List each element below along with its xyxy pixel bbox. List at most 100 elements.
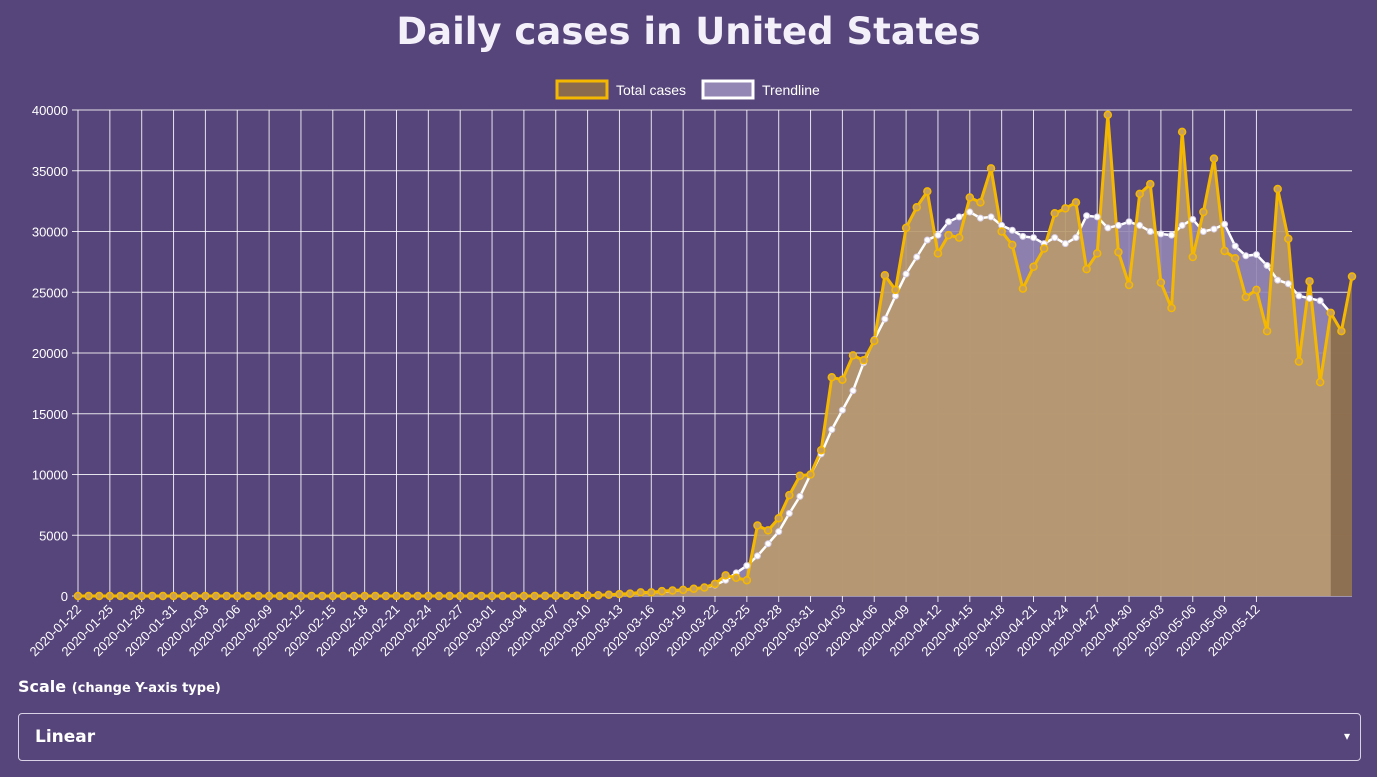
total-cases-point [1220,246,1229,256]
total-cases-point [1029,262,1038,271]
total-cases-point [445,591,454,601]
trendline-point [796,492,804,500]
legend-trendline-swatch [701,79,755,100]
total-cases-point [912,202,921,212]
total-cases-point [763,526,773,535]
total-cases-point [328,591,338,601]
total-cases-point [710,579,720,589]
total-cases-point [540,591,550,601]
scale-hint: (change Y-axis type) [71,681,221,696]
total-cases-point [1294,357,1304,366]
total-cases-point [1135,189,1144,199]
total-cases-point [583,591,592,600]
trendline-point [838,406,846,414]
total-cases-point [498,591,507,601]
trendline-point [1242,252,1250,260]
y-tick-label: 10000 [32,468,68,483]
total-cases-point [466,591,476,601]
trendline-point [775,528,783,536]
total-cases-point [477,591,486,601]
trendline-point [1221,220,1229,228]
trendline-point [1146,228,1154,235]
trendline-point [1072,234,1080,242]
trendline-point [1093,213,1101,221]
total-cases-tail-area [1330,276,1352,596]
total-cases-point [360,591,369,601]
total-cases-point [870,336,879,346]
legend-trendline-label: Trendline [762,82,820,98]
total-cases-point [169,591,178,601]
trendline-point [1306,294,1314,302]
total-cases-point [519,591,529,601]
trendline-point [923,236,931,244]
total-cases-point [1103,110,1113,120]
total-cases-point [116,591,125,601]
total-cases-point [1209,154,1219,163]
trendline-point [1252,251,1260,259]
trendline-point [934,231,942,239]
total-cases-point [678,585,688,595]
trendline-point [881,315,889,323]
total-cases-point [148,591,157,601]
total-cases-point [668,586,677,595]
total-cases-point [742,575,752,585]
trendline-point [1061,240,1069,248]
total-cases-point [891,285,900,295]
trendline-point [1178,221,1186,229]
trendline-point [1316,297,1324,305]
total-cases-point [944,230,953,240]
chart-legend[interactable]: Total cases Trendline [555,79,820,100]
total-cases-point [1305,277,1314,286]
total-cases-point [371,591,380,601]
total-cases-point [731,573,741,583]
total-cases-point [1262,326,1272,336]
total-cases-point [551,591,560,601]
y-tick-label: 40000 [32,103,68,118]
total-cases-point [838,375,847,384]
scale-select-value: Linear [35,727,96,747]
total-cases-point [1114,247,1123,257]
total-cases-point [700,583,709,592]
total-cases-point [1337,326,1346,336]
total-cases-point [243,591,253,601]
total-cases-point [827,373,837,382]
total-cases-point [604,590,614,600]
trendline-point [1125,218,1133,226]
y-tick-label: 35000 [32,164,68,179]
total-cases-point [530,591,539,601]
total-cases-point [286,591,295,601]
trendline-point [1051,234,1059,242]
total-cases-point [413,591,422,601]
total-cases-point [222,591,231,601]
total-cases-point [1252,285,1261,295]
total-cases-point [487,591,497,601]
trendline-point [945,218,953,226]
total-cases-point [275,591,284,601]
total-cases-point [933,249,943,258]
total-cases-point [1018,284,1028,293]
total-cases-point [1039,244,1049,253]
total-cases-point [753,521,762,530]
trendline-point [1274,276,1282,284]
total-cases-point [1315,377,1325,387]
total-cases-point [402,591,412,601]
total-cases-point [986,164,996,173]
trendline-point [1263,262,1271,270]
trendline-point [1104,224,1112,232]
y-tick-label: 25000 [32,285,68,300]
trendline-point [1008,226,1016,234]
trendline-point [785,509,793,517]
chart-areas [78,114,1352,597]
scale-select[interactable]: Linear ▾ [18,713,1361,761]
total-cases-point [1230,253,1240,263]
total-cases-point [94,591,104,601]
trendline-point [987,213,995,221]
scale-label-text: Scale [18,677,67,696]
daily-cases-chart: 0 5000 10000 15000 20000 25000 30000 35000 40000… [26,79,1357,659]
total-cases-point [381,591,391,601]
total-cases-point [1284,234,1293,244]
total-cases-point [201,591,210,601]
total-cases-point [1188,252,1197,262]
total-cases-point [997,227,1006,236]
total-cases-point [954,233,964,242]
